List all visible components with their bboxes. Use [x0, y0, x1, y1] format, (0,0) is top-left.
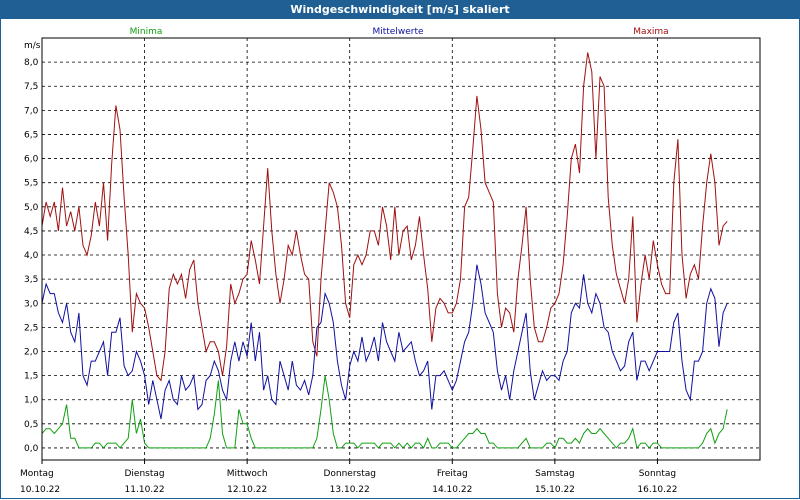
y-tick-label: 8,0 — [24, 58, 39, 68]
legend: Maxima Mittelwerte Minima — [130, 27, 669, 37]
y-axis-ticks: 0,0 0,5 1,0 1,5 2,0 2,5 3,0 3,5 4,0 4,5 5,0 5,5 6,0 6… — [24, 58, 39, 454]
y-tick-label: 1,0 — [24, 396, 39, 406]
plot-area — [41, 37, 761, 461]
y-tick-label: 7,5 — [24, 82, 38, 92]
y-tick-label: 4,5 — [24, 227, 38, 237]
x-date-label: 13.10.22 — [330, 485, 370, 495]
window-title: Windgeschwindigkeit [m/s] skaliert — [0, 0, 800, 19]
x-date-label: 12.10.22 — [227, 485, 267, 495]
y-tick-label: 0,0 — [24, 444, 39, 454]
x-day-label: Dienstag — [125, 469, 165, 479]
y-tick-label: 5,0 — [24, 203, 39, 213]
chart-frame — [0, 19, 800, 499]
series-lines — [41, 52, 728, 449]
y-tick-label: 3,0 — [24, 299, 39, 309]
x-axis-labels: Montag 10.10.22 Dienstag 11.10.22 Mittwoch 12… — [20, 469, 677, 495]
x-date-label: 14.10.22 — [432, 485, 472, 495]
legend-mittelwerte: Mittelwerte — [372, 27, 423, 37]
series-line-mittelwerte — [41, 264, 728, 420]
y-tick-label: 7,0 — [24, 106, 39, 116]
x-day-label: Mittwoch — [227, 469, 268, 479]
x-date-label: 15.10.22 — [535, 485, 575, 495]
x-day-label: Samstag — [535, 469, 574, 479]
x-day-label: Montag — [20, 469, 54, 479]
y-tick-label: 6,5 — [24, 130, 38, 140]
x-date-label: 10.10.22 — [20, 485, 60, 495]
y-tick-label: 5,5 — [24, 179, 38, 189]
legend-minima: Minima — [130, 27, 163, 37]
legend-maxima: Maxima — [633, 27, 668, 37]
x-day-label: Sonntag — [639, 469, 676, 479]
y-tick-label: 4,0 — [24, 251, 39, 261]
x-date-label: 16.10.22 — [637, 485, 677, 495]
x-date-label: 11.10.22 — [125, 485, 165, 495]
y-tick-label: 2,5 — [24, 323, 38, 333]
y-tick-label: 6,0 — [24, 155, 39, 165]
series-line-minima — [41, 375, 728, 449]
series-line-maxima — [41, 52, 728, 382]
y-tick-label: 3,5 — [24, 275, 38, 285]
y-tick-label: 2,0 — [24, 347, 39, 357]
x-day-label: Freitag — [437, 469, 468, 479]
x-day-label: Donnerstag — [323, 469, 376, 479]
y-tick-label: 1,5 — [24, 372, 38, 382]
grid-lines — [41, 38, 760, 464]
y-tick-label: 0,5 — [24, 420, 38, 430]
y-axis-unit: m/s — [24, 41, 41, 51]
